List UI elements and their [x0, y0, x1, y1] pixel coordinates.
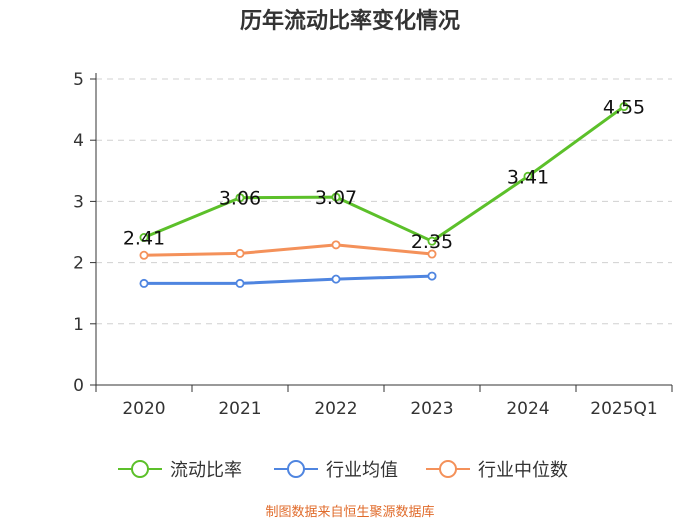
- y-tick-label: 2: [73, 254, 84, 274]
- series-point-1: [331, 274, 341, 284]
- x-tick-label: 2020: [122, 399, 165, 419]
- series-point-1: [139, 278, 149, 288]
- data-label: 4.55: [603, 97, 645, 119]
- y-tick-label: 3: [73, 192, 84, 212]
- series-group: [139, 102, 629, 288]
- series-point-2: [139, 250, 149, 260]
- axes: 0 1 2 3 4 5 2020 2021 2022 2023 2024 2025Q1: [73, 70, 673, 419]
- grid-lines: [96, 78, 672, 325]
- series-point-1: [427, 271, 437, 281]
- series-point-2: [427, 249, 437, 259]
- legend-label-1: 行业均值: [326, 460, 398, 481]
- chart-title: 历年流动比率变化情况: [240, 8, 460, 34]
- series-point-2: [331, 240, 341, 250]
- series-point-0: [235, 193, 245, 203]
- y-tick-label: 1: [73, 315, 84, 335]
- data-label: 3.06: [219, 188, 261, 210]
- series-point-2: [235, 248, 245, 258]
- series-point-0: [331, 192, 341, 202]
- x-tick-label: 2023: [410, 399, 453, 419]
- x-tick-label: 2024: [506, 399, 549, 419]
- series-point-0: [427, 236, 437, 246]
- series-line-0: [143, 105, 625, 243]
- y-tick-label: 0: [73, 376, 84, 396]
- legend-marker-0: [131, 460, 149, 478]
- y-tick-label: 5: [73, 70, 84, 90]
- series-point-1: [235, 278, 245, 288]
- x-tick-label: 2021: [218, 399, 261, 419]
- x-tick-label: 2022: [314, 399, 357, 419]
- series-line-2: [143, 243, 433, 257]
- source-note: 制图数据来自恒生聚源数据库: [265, 504, 434, 520]
- data-label: 2.41: [123, 228, 165, 250]
- legend-label-0: 流动比率: [170, 460, 242, 481]
- data-label: 2.35: [411, 231, 453, 253]
- data-label: 3.41: [507, 166, 549, 188]
- legend-marker-2: [439, 460, 457, 478]
- series-point-0: [619, 102, 629, 112]
- series-point-0: [523, 171, 533, 181]
- series-point-0: [139, 233, 149, 243]
- legend: 流动比率 行业均值 行业中位数: [118, 460, 568, 481]
- legend-label-2: 行业中位数: [478, 460, 568, 481]
- x-tick-label: 2025Q1: [590, 399, 657, 419]
- series-line-1: [144, 274, 433, 285]
- y-tick-label: 4: [73, 131, 84, 151]
- data-labels: 2.41 3.06 3.07 2.35 3.41 4.55: [123, 97, 645, 254]
- data-label: 3.07: [315, 187, 357, 209]
- legend-marker-1: [287, 460, 305, 478]
